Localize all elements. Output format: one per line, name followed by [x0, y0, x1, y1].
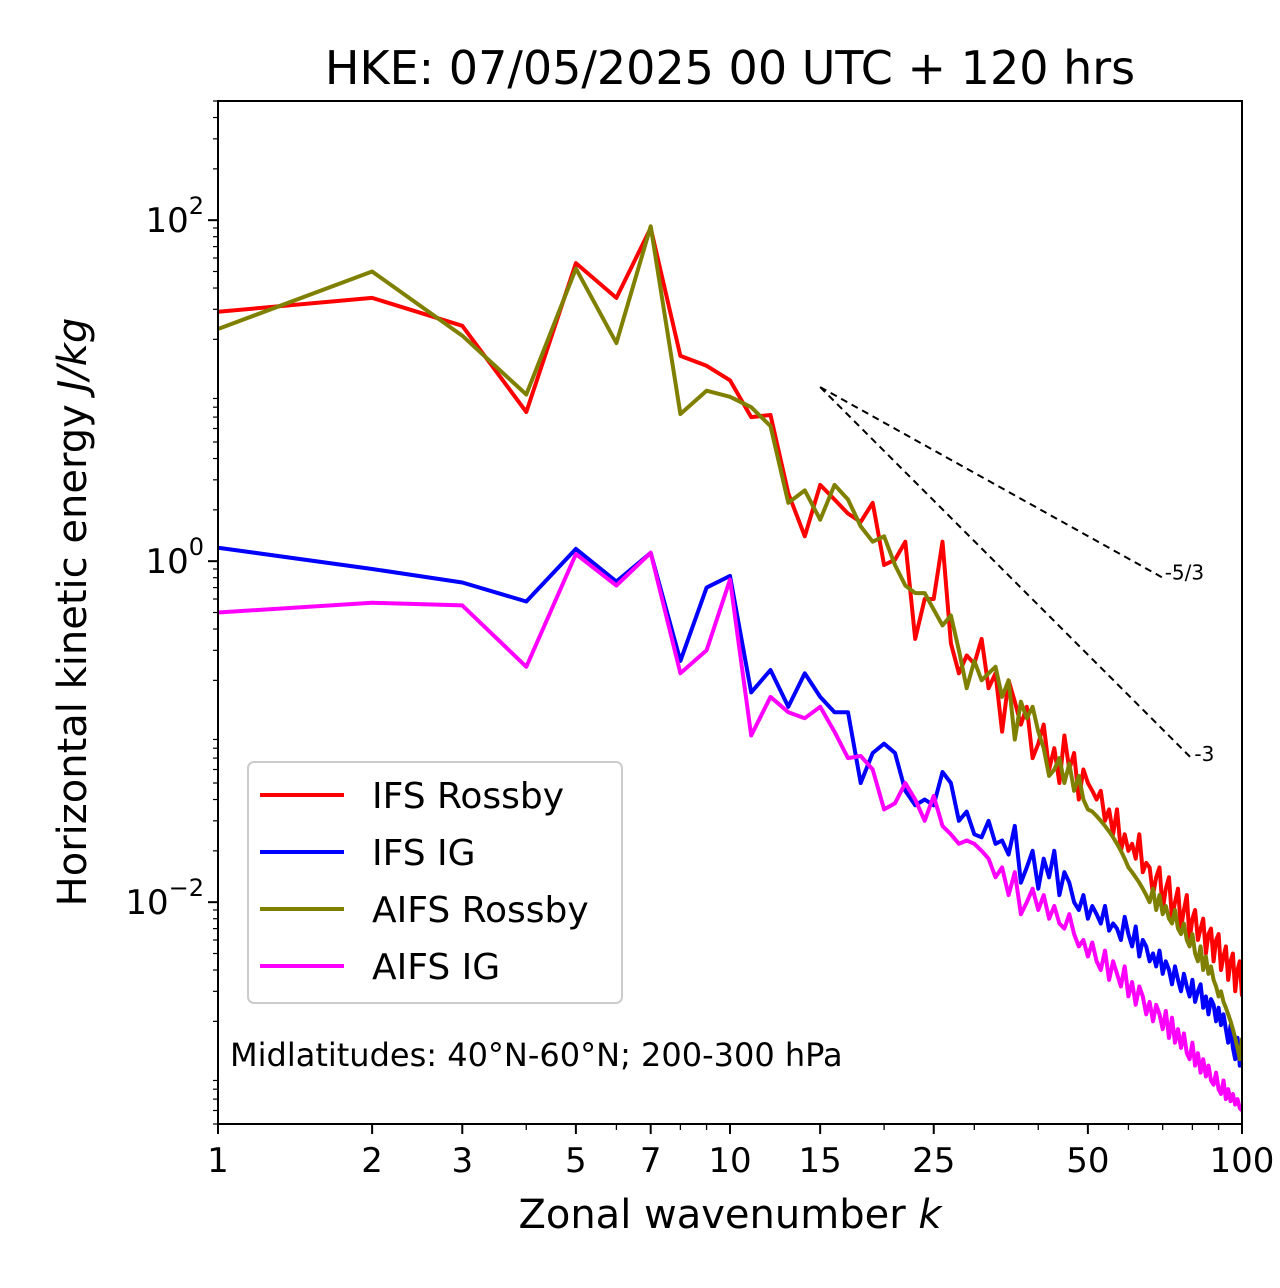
legend: IFS Rossby IFS IG AIFS Rossby AIFS IG [247, 761, 623, 1004]
x-tick-label: 5 [565, 1141, 587, 1181]
series-line-aifs-ig [218, 550, 1242, 1112]
region-annotation: Midlatitudes: 40°N-60°N; 200-300 hPa [230, 1036, 843, 1074]
legend-label: IFS IG [372, 833, 476, 874]
legend-label: AIFS IG [372, 947, 500, 988]
series-lines [218, 224, 1242, 1112]
legend-label: IFS Rossby [372, 776, 564, 817]
series-line-aifs-rossby [218, 224, 1242, 1062]
y-tick-label: 10−2 [125, 874, 204, 923]
x-tick-label: 3 [451, 1141, 473, 1181]
x-tick-label: 2 [361, 1141, 383, 1181]
reference-lines [819, 386, 1194, 760]
reference-line-labels: -5/3 -3 [1165, 561, 1215, 766]
slope-reference-line [819, 386, 1194, 760]
series-line-ifs-ig [218, 545, 1242, 1068]
slope-label: -3 [1194, 742, 1214, 766]
x-tick-label: 10 [708, 1141, 751, 1181]
y-tick-label: 100 [145, 533, 204, 582]
slope-label: -5/3 [1165, 561, 1204, 585]
x-tick-label: 25 [912, 1141, 955, 1181]
x-tick-label: 15 [799, 1141, 842, 1181]
x-tick-label: 50 [1066, 1141, 1109, 1181]
y-tick-label: 102 [145, 192, 204, 241]
slope-reference-line [819, 386, 1164, 579]
y-axis-label: Horizontal kinetic energy J/kg [50, 318, 96, 907]
tick-labels: 1 2 3 5 7 10 15 25 50 100 102 100 10−2 [125, 192, 1274, 1181]
x-tick-label: 7 [640, 1141, 662, 1181]
x-axis-label: Zonal wavenumber k [518, 1192, 943, 1238]
legend-box [247, 761, 623, 1004]
legend-label: AIFS Rossby [372, 890, 589, 931]
plot-frame [217, 100, 1243, 1125]
x-tick-label: 100 [1210, 1141, 1275, 1181]
chart-title: HKE: 07/05/2025 00 UTC + 120 hrs [325, 41, 1135, 95]
x-tick-label: 1 [207, 1141, 229, 1181]
series-line-ifs-rossby [218, 226, 1242, 997]
